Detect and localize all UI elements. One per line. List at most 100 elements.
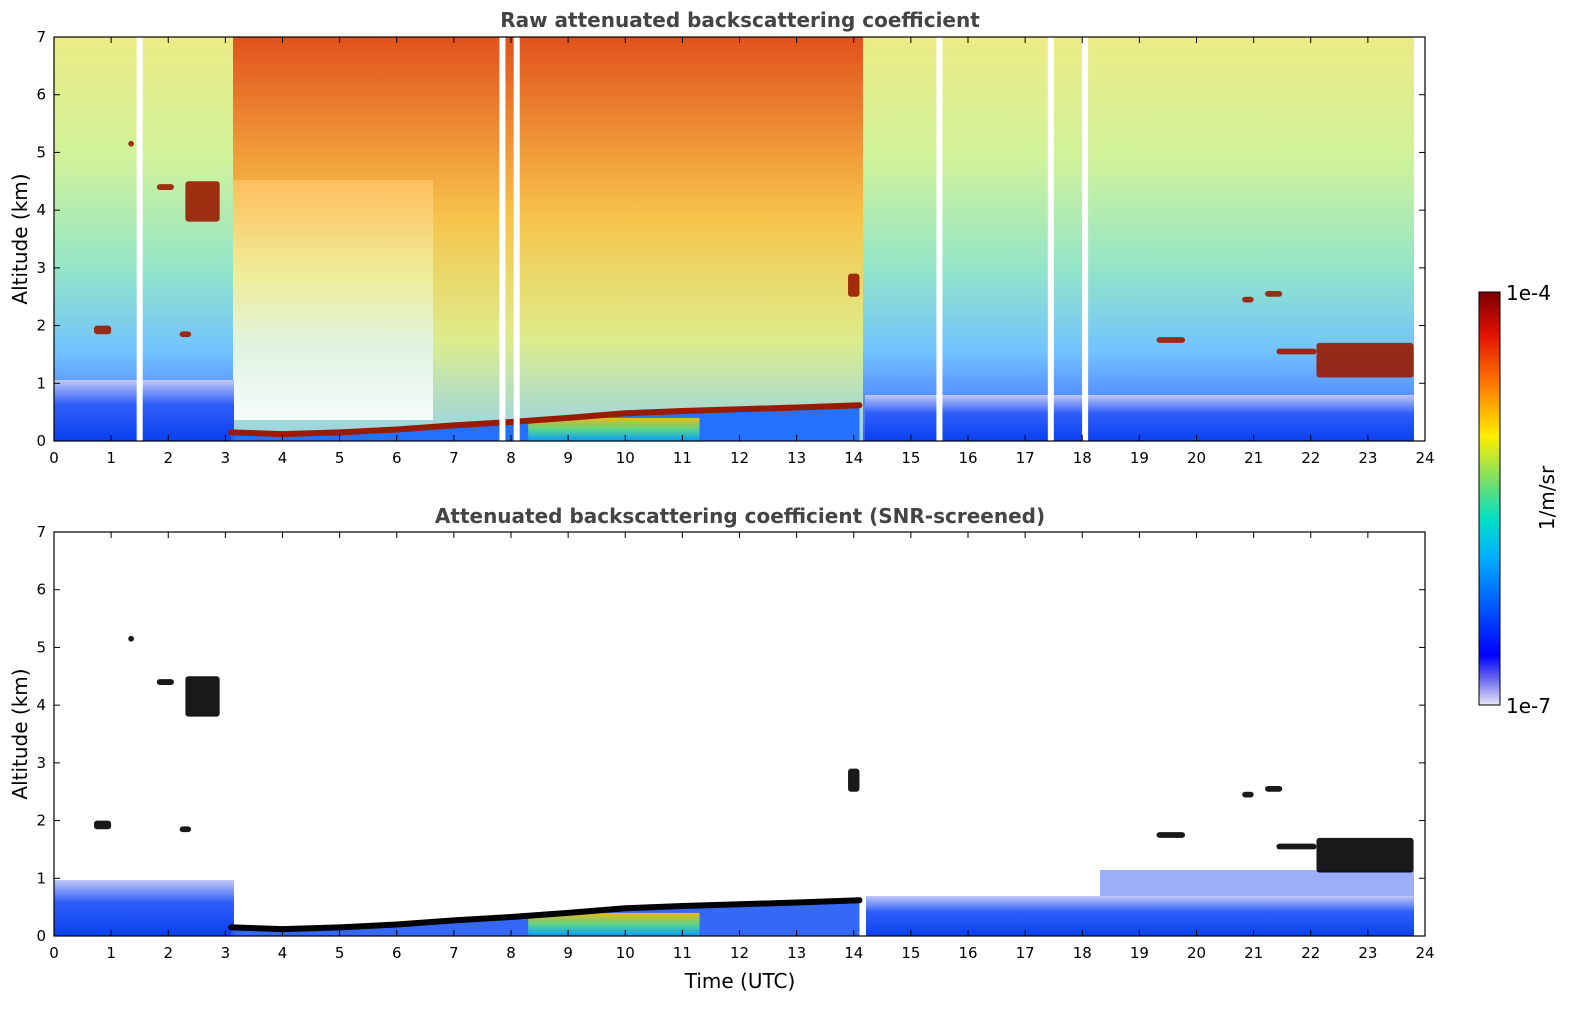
x-tick-label: 6 (392, 944, 402, 962)
panel1-layers (93, 140, 1414, 378)
x-tick-label: 1 (106, 944, 116, 962)
y-tick-label: 3 (36, 259, 46, 277)
x-tick-label: 19 (1130, 944, 1149, 962)
cloud-layer (156, 679, 174, 685)
x-tick-label: 21 (1244, 944, 1263, 962)
x-tick-label: 11 (673, 449, 692, 467)
panel2-y-ticks: 0 1 2 3 4 5 6 7 (36, 523, 1425, 945)
x-tick-label: 3 (221, 944, 231, 962)
panel2-title: Attenuated backscattering coefficient (S… (435, 504, 1045, 528)
cloud-layer (93, 820, 112, 830)
x-tick-label: 8 (506, 944, 516, 962)
panel1-y-ticks: 0 1 2 3 4 5 6 7 (36, 28, 1425, 450)
x-tick-label: 17 (1016, 449, 1035, 467)
x-tick-label: 2 (163, 944, 173, 962)
y-tick-label: 2 (36, 812, 46, 830)
y-tick-label: 7 (36, 28, 46, 46)
x-tick-label: 16 (958, 944, 977, 962)
boundary-layer-top-line (228, 402, 863, 438)
panel1-no-data-end (1414, 37, 1425, 441)
panel2-low-return-left (54, 880, 234, 936)
x-tick-label: 23 (1358, 944, 1377, 962)
data-gap (936, 37, 943, 441)
x-tick-label: 2 (163, 449, 173, 467)
panel-raw: Raw attenuated backscattering coefficien… (8, 8, 1435, 467)
panel2-noise-band (1100, 870, 1414, 896)
cloud-layer (1276, 843, 1317, 850)
panel2-y-label: Altitude (km) (8, 668, 32, 799)
x-tick-label: 8 (506, 449, 516, 467)
cloud-layer (1156, 832, 1186, 838)
panel1-clear-region (233, 180, 433, 420)
panel1-low-return-left (54, 380, 234, 441)
panel1-x-ticks: 0 1 2 3 4 5 6 7 8 9 10 11 12 13 14 15 16 17 18 19 20 21 22 23 24 (49, 37, 1435, 467)
x-tick-label: 17 (1016, 944, 1035, 962)
cloud-layer (93, 325, 112, 335)
panel2-heatmap (54, 635, 1414, 936)
x-tick-label: 4 (278, 944, 288, 962)
x-tick-label: 21 (1244, 449, 1263, 467)
y-tick-label: 1 (36, 869, 46, 887)
cloud-layer (128, 635, 134, 642)
x-tick-label: 24 (1415, 944, 1434, 962)
panel1-boundary-fill (228, 402, 863, 441)
colorbar-max-label: 1e-4 (1506, 281, 1551, 305)
x-tick-label: 0 (49, 944, 59, 962)
aerosol-column (528, 912, 700, 936)
data-gap (513, 37, 520, 441)
aerosol-column (528, 417, 700, 441)
panel1-data-gaps (136, 37, 1089, 441)
cloud-layer (1265, 785, 1283, 792)
x-tick-label: 11 (673, 944, 692, 962)
panel1-y-label: Altitude (km) (8, 173, 32, 304)
cloud-layer (848, 273, 860, 297)
x-tick-label: 9 (563, 449, 573, 467)
cloud-layer (128, 140, 134, 147)
y-tick-label: 6 (36, 581, 46, 599)
panel1-low-return-right (865, 395, 1415, 441)
y-tick-label: 2 (36, 317, 46, 335)
data-gap (136, 37, 143, 441)
colorbar-min-label: 1e-7 (1506, 694, 1551, 718)
x-tick-label: 3 (221, 449, 231, 467)
x-tick-label: 13 (787, 449, 806, 467)
x-tick-label: 22 (1301, 449, 1320, 467)
x-tick-label: 10 (616, 944, 635, 962)
panel2-low-return-right (866, 896, 1414, 936)
x-tick-label: 23 (1358, 449, 1377, 467)
data-gap (499, 37, 506, 441)
data-gap (1082, 37, 1089, 441)
cloud-layer (156, 184, 174, 190)
y-tick-label: 1 (36, 374, 46, 392)
x-tick-label: 6 (392, 449, 402, 467)
cloud-layer (185, 676, 220, 717)
x-tick-label: 13 (787, 944, 806, 962)
panel1-heatmap (54, 37, 1425, 441)
x-tick-label: 9 (563, 944, 573, 962)
panel1-title: Raw attenuated backscattering coefficien… (500, 8, 980, 32)
x-tick-label: 18 (1073, 449, 1092, 467)
x-tick-label: 18 (1073, 944, 1092, 962)
y-tick-label: 5 (36, 638, 46, 656)
cloud-layer (1316, 342, 1414, 378)
x-tick-label: 12 (730, 449, 749, 467)
cloud-layer (1276, 348, 1317, 355)
cloud-layer (179, 826, 192, 833)
panel2-boundary-fill (228, 897, 863, 936)
panel-screened: Attenuated backscattering coefficient (S… (8, 504, 1435, 993)
x-tick-label: 1 (106, 449, 116, 467)
colorbar: 1e-4 1e-7 1/m/sr (1478, 281, 1559, 718)
y-tick-label: 4 (36, 696, 46, 714)
boundary-layer-top-line (228, 897, 863, 933)
x-tick-label: 22 (1301, 944, 1320, 962)
x-tick-label: 12 (730, 944, 749, 962)
x-tick-label: 24 (1415, 449, 1434, 467)
x-tick-label: 5 (335, 449, 345, 467)
x-tick-label: 7 (449, 449, 459, 467)
x-tick-label: 10 (616, 449, 635, 467)
cloud-layer (179, 331, 192, 338)
cloud-layer (1242, 791, 1254, 798)
panel2-layers (93, 635, 1414, 873)
x-tick-label: 7 (449, 944, 459, 962)
